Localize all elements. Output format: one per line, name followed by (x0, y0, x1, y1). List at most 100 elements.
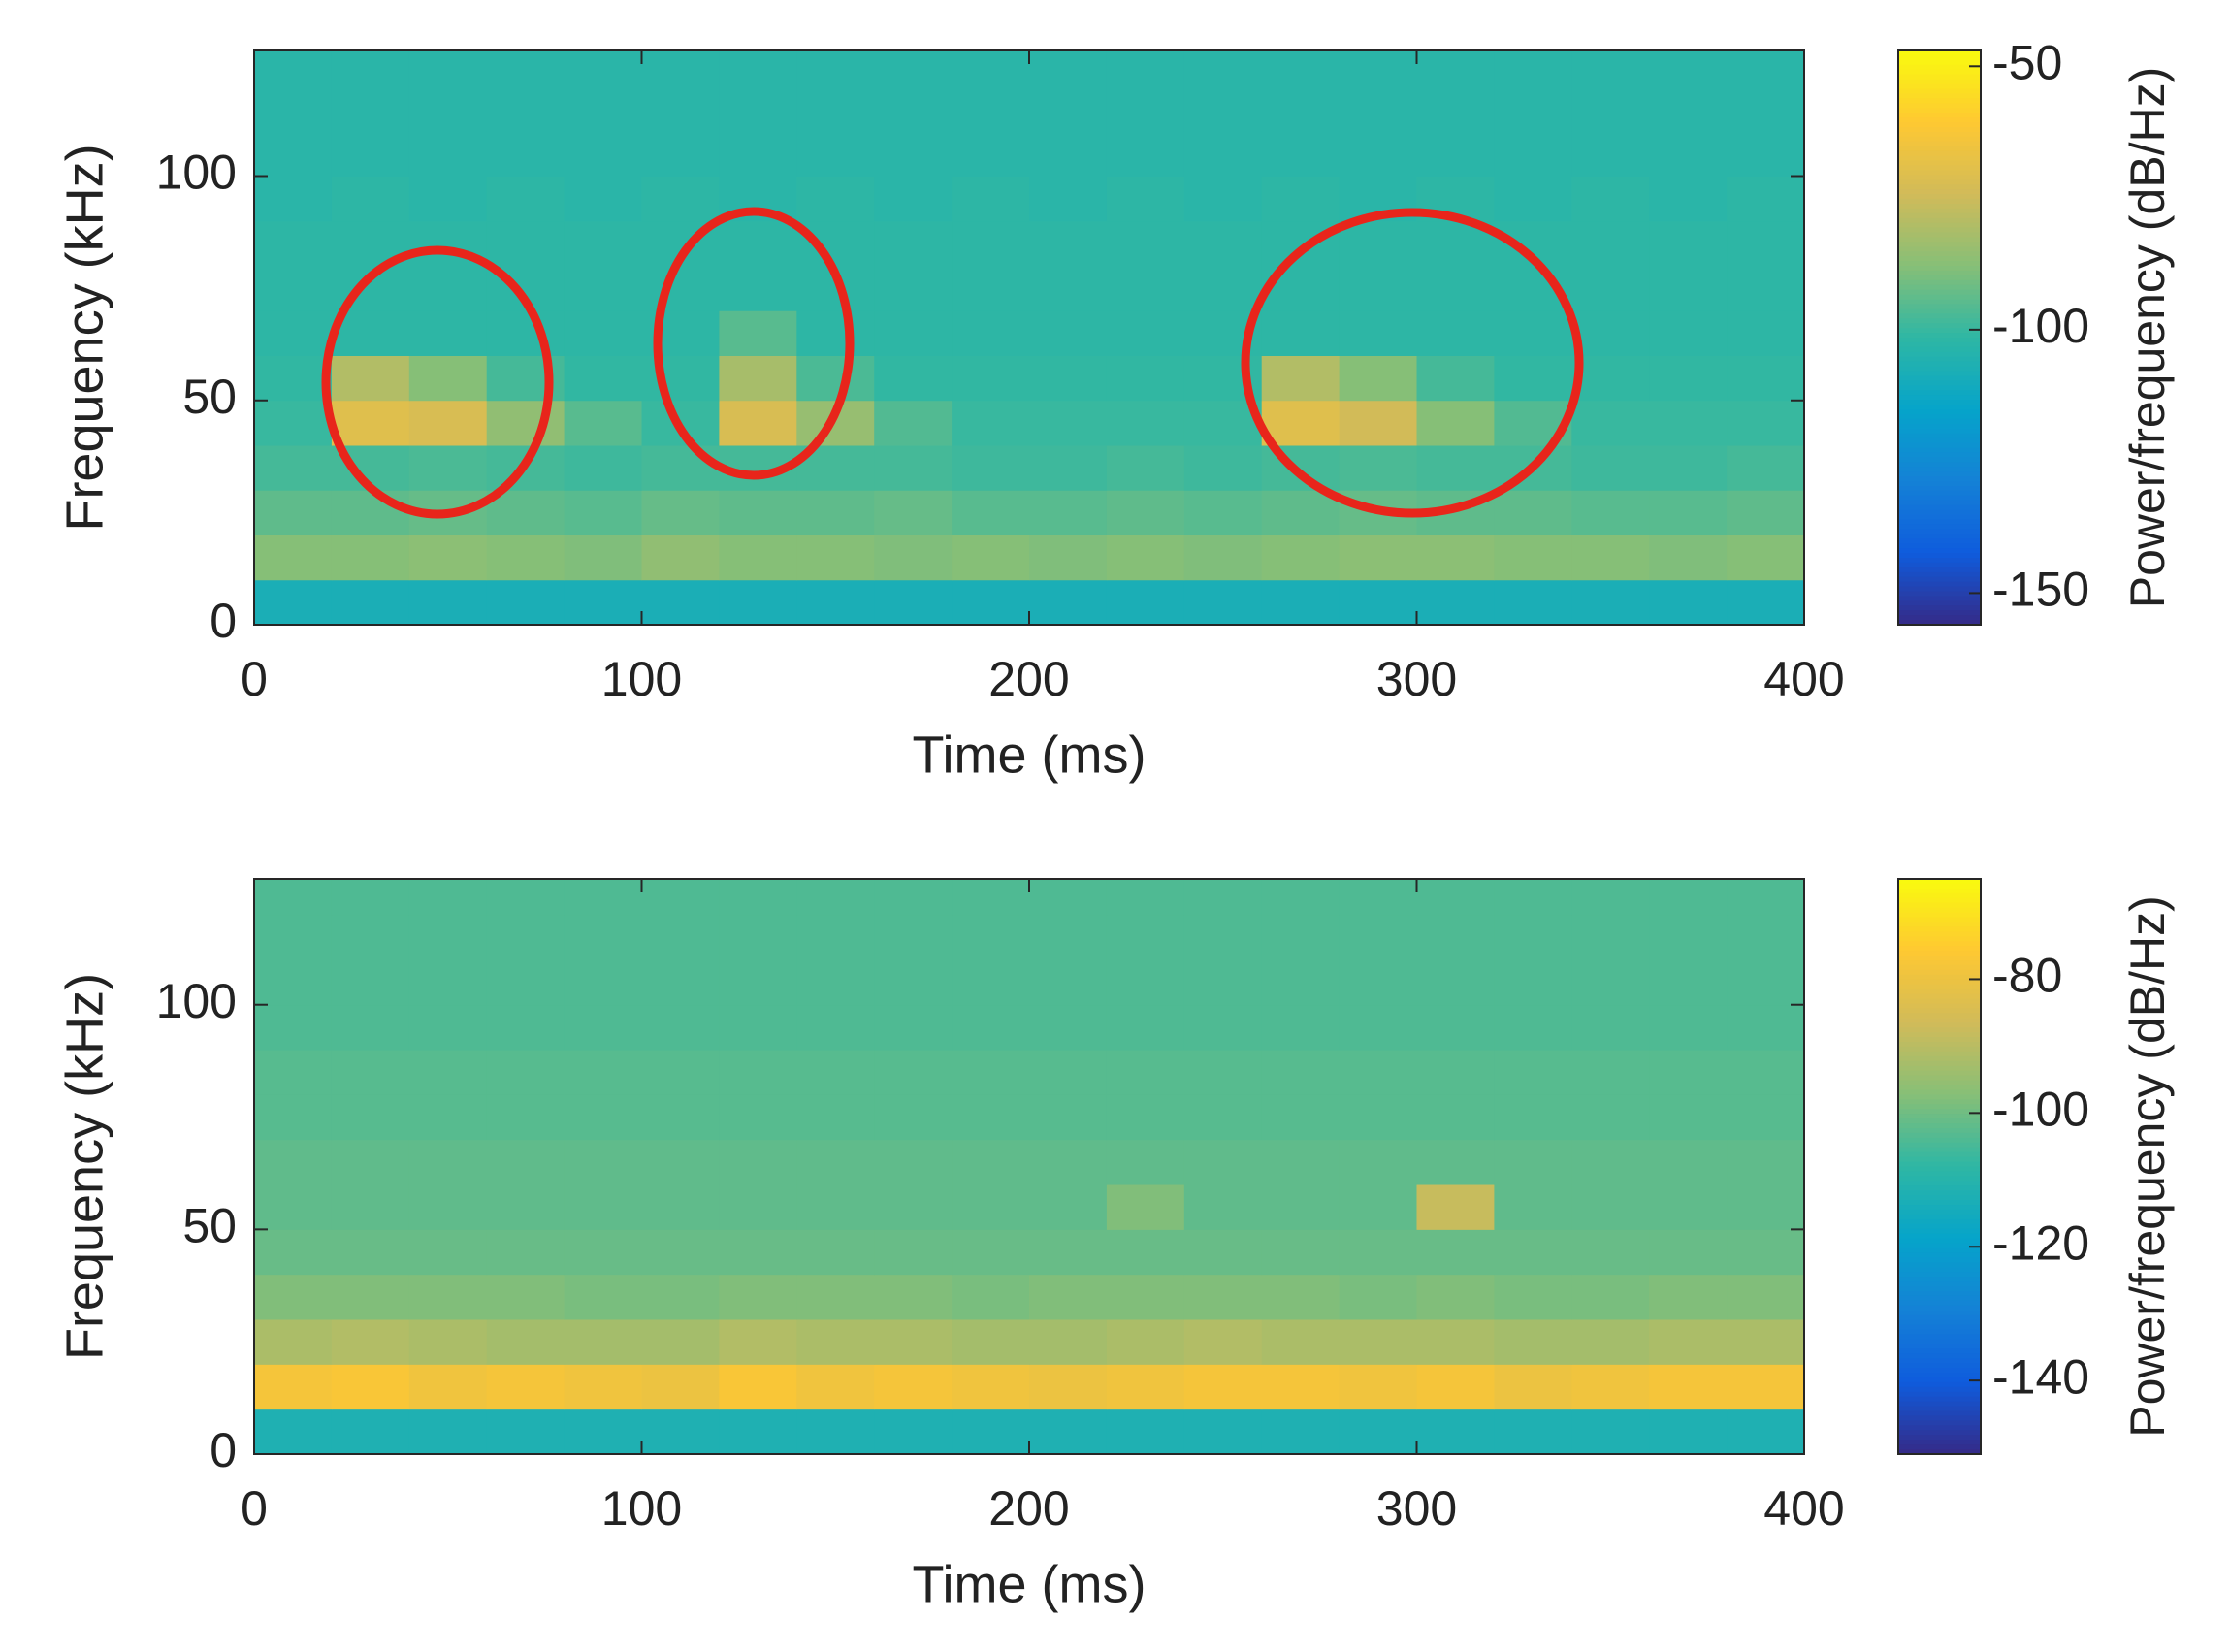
heatmap-cell (1183, 1004, 1263, 1051)
heatmap-cell (486, 579, 566, 626)
heatmap-cell (719, 266, 797, 311)
heatmap-cell (1029, 879, 1108, 916)
heatmap-cell (719, 879, 797, 916)
colorbar-swatch (1898, 136, 1981, 143)
heatmap-cell (1183, 490, 1263, 535)
x-tick-label: 100 (601, 1481, 682, 1536)
heatmap-cell (564, 131, 642, 177)
heatmap-cell (1183, 50, 1263, 87)
colorbar-label: Power/frequency (dB/Hz) (2120, 895, 2175, 1438)
colorbar-swatch (1898, 83, 1981, 90)
colorbar-swatch (1898, 1089, 1981, 1095)
heatmap-cell (254, 534, 333, 581)
heatmap-cell (1494, 879, 1572, 916)
heatmap-cell (719, 915, 797, 960)
colorbar-swatch (1898, 54, 1981, 61)
colorbar-swatch (1898, 1238, 1981, 1245)
heatmap-cell (874, 1050, 953, 1095)
heatmap-cell (1727, 1229, 1805, 1276)
heatmap-cell (1649, 266, 1728, 311)
heatmap-cell (1106, 355, 1185, 402)
heatmap-cell (331, 1319, 410, 1365)
colorbar-swatch (1898, 371, 1981, 377)
colorbar-swatch (1898, 256, 1981, 262)
heatmap-cell (1339, 1004, 1417, 1051)
heatmap-cell (254, 959, 333, 1006)
heatmap-cell (1649, 1050, 1728, 1095)
heatmap-cell (874, 534, 953, 581)
colorbar-swatch (1898, 74, 1981, 81)
colorbar-swatch (1898, 1401, 1981, 1408)
colorbar-swatch (1898, 888, 1981, 894)
colorbar-swatch (1898, 1233, 1981, 1240)
colorbar-tick-label: -100 (1992, 299, 2089, 353)
colorbar-swatch (1898, 313, 1981, 319)
heatmap-cell (641, 534, 720, 581)
colorbar-swatch (1898, 1267, 1981, 1273)
heatmap-cell (564, 86, 642, 132)
heatmap-cell (1183, 220, 1263, 267)
colorbar-swatch (1898, 1420, 1981, 1426)
heatmap-cell (1183, 1319, 1263, 1365)
heatmap-cell (1416, 1094, 1495, 1141)
colorbar-swatch (1898, 993, 1981, 1000)
heatmap-cell (1727, 915, 1805, 960)
heatmap-cell (796, 86, 875, 132)
colorbar-swatch (1898, 423, 1981, 430)
heatmap-cell (1029, 490, 1108, 535)
heatmap-cell (1649, 131, 1728, 177)
heatmap-cell (331, 534, 410, 581)
heatmap-cell (486, 1319, 566, 1365)
colorbar-swatch (1898, 586, 1981, 593)
heatmap-cell (1727, 534, 1805, 581)
heatmap-cell (641, 915, 720, 960)
colorbar-swatch (1898, 581, 1981, 588)
heatmap-cell (641, 959, 720, 1006)
heatmap-cell (1494, 534, 1572, 581)
colorbar-swatch (1898, 490, 1981, 497)
heatmap-cell (1494, 1184, 1572, 1230)
heatmap-cell (952, 879, 1030, 916)
heatmap-cell (1261, 959, 1341, 1006)
heatmap-cell (1416, 1364, 1495, 1410)
heatmap-cell (1494, 915, 1572, 960)
y-tick-label: 100 (156, 146, 237, 200)
y-tick-label: 50 (182, 1199, 237, 1253)
heatmap-cell (641, 1139, 720, 1185)
heatmap-cell (254, 1409, 333, 1455)
heatmap-cell (1106, 879, 1185, 916)
heatmap-cell (1571, 1274, 1650, 1320)
colorbar-swatch (1898, 1127, 1981, 1134)
heatmap-cell (1571, 879, 1650, 916)
colorbar-swatch (1898, 165, 1981, 171)
heatmap-cell (1571, 220, 1650, 267)
heatmap-cell (1029, 1409, 1108, 1455)
colorbar-swatch (1898, 1449, 1981, 1455)
heatmap-cell (331, 1050, 410, 1095)
heatmap-cell (408, 1139, 488, 1185)
heatmap-cell (1494, 86, 1572, 132)
heatmap-cell (408, 355, 488, 402)
heatmap-cell (1339, 879, 1417, 916)
colorbar-swatch (1898, 485, 1981, 492)
heatmap-cell (719, 400, 797, 446)
colorbar-swatch (1898, 69, 1981, 76)
colorbar-tick-label: -100 (1992, 1083, 2089, 1137)
colorbar-swatch (1898, 175, 1981, 180)
heatmap-cell (1339, 50, 1417, 87)
heatmap-cell (1106, 1229, 1185, 1276)
colorbar-swatch (1898, 1027, 1981, 1033)
heatmap-cell (564, 534, 642, 581)
colorbar-swatch (1898, 883, 1981, 890)
heatmap-cell (1029, 86, 1108, 132)
heatmap-cell (1183, 959, 1263, 1006)
heatmap-cell (408, 310, 488, 356)
heatmap-cell (641, 310, 720, 356)
heatmap-cell (564, 310, 642, 356)
heatmap-cell (1106, 1409, 1185, 1455)
colorbar-swatch (1898, 567, 1981, 573)
heatmap-cell (1571, 1139, 1650, 1185)
heatmap-cell (1106, 1050, 1185, 1095)
heatmap-cell (1727, 355, 1805, 402)
heatmap-cell (408, 579, 488, 626)
